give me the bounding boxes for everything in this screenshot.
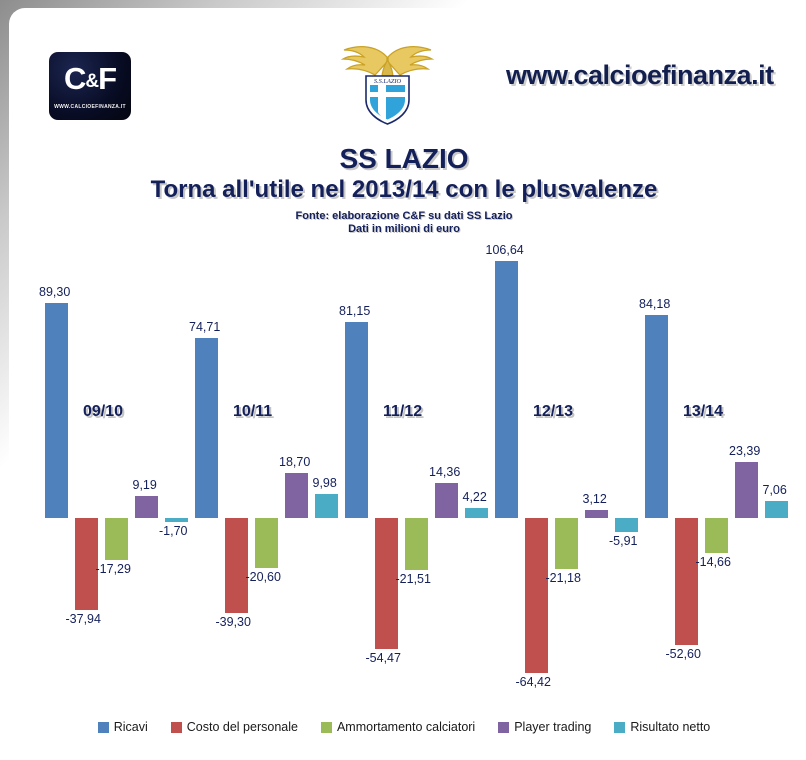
bar-12-13-costo-del-personale[interactable] bbox=[525, 518, 548, 674]
legend-label: Ricavi bbox=[113, 720, 148, 734]
value-label-10-11-player-trading: 18,70 bbox=[279, 454, 311, 469]
value-label-13-14-risultato-netto: 7,06 bbox=[762, 482, 787, 497]
bar-13-14-costo-del-personale[interactable] bbox=[675, 518, 698, 645]
legend-item-costo-del-personale[interactable]: Costo del personale bbox=[170, 720, 298, 734]
bar-10-11-player-trading[interactable] bbox=[285, 472, 308, 518]
bar-11-12-player-trading[interactable] bbox=[435, 483, 458, 518]
legend-swatch-icon bbox=[320, 721, 332, 733]
bar-10-11-ricavi[interactable] bbox=[195, 337, 218, 518]
legend-swatch-icon bbox=[498, 721, 510, 733]
chart-subtitle: Fonte: elaborazione C&F su dati SS Lazio… bbox=[9, 210, 799, 236]
chart-canvas: C&F WWW.CALCIOEFINANZA.IT S.S.LAZIO www.… bbox=[9, 8, 799, 753]
logo-url: WWW.CALCIOEFINANZA.IT bbox=[54, 103, 126, 110]
value-label-10-11-ricavi: 74,71 bbox=[189, 319, 221, 334]
calcioefinanza-logo: C&F WWW.CALCIOEFINANZA.IT bbox=[49, 52, 131, 120]
bar-13-14-ammortamento-calciatori[interactable] bbox=[705, 518, 728, 554]
bar-11-12-costo-del-personale[interactable] bbox=[375, 518, 398, 650]
chart-title-line2: Torna all'utile nel 2013/14 con le plusv… bbox=[150, 176, 658, 203]
legend-item-risultato-netto[interactable]: Risultato netto bbox=[614, 720, 710, 734]
legend-item-player-trading[interactable]: Player trading bbox=[498, 720, 591, 734]
value-label-13-14-ricavi: 84,18 bbox=[639, 296, 671, 311]
bar-12-13-player-trading[interactable] bbox=[585, 510, 608, 518]
bar-09-10-player-trading[interactable] bbox=[135, 495, 158, 518]
chart-units: Dati in milioni di euro bbox=[348, 223, 460, 235]
legend-label: Costo del personale bbox=[186, 720, 298, 734]
chart-source: Fonte: elaborazione C&F su dati SS Lazio bbox=[295, 210, 513, 222]
ss-lazio-crest-icon: S.S.LAZIO bbox=[340, 40, 435, 128]
bar-09-10-ricavi[interactable] bbox=[45, 302, 68, 518]
chart-title-line1: SS LAZIO bbox=[339, 143, 469, 174]
value-label-09-10-player-trading: 9,19 bbox=[132, 477, 157, 492]
season-label-09-10: 09/10 bbox=[83, 403, 124, 420]
value-label-11-12-ricavi: 81,15 bbox=[339, 304, 371, 319]
bar-12-13-ammortamento-calciatori[interactable] bbox=[555, 518, 578, 570]
bar-12-13-risultato-netto[interactable] bbox=[615, 518, 638, 533]
value-label-12-13-ammortamento-calciatori: -21,18 bbox=[545, 571, 581, 586]
bar-13-14-player-trading[interactable] bbox=[735, 461, 758, 518]
season-label-11-12: 11/12 bbox=[383, 403, 423, 420]
bar-13-14-ricavi[interactable] bbox=[645, 314, 668, 518]
season-label-13-14: 13/14 bbox=[683, 403, 724, 420]
value-label-11-12-player-trading: 14,36 bbox=[429, 465, 461, 480]
value-label-12-13-player-trading: 3,12 bbox=[582, 492, 607, 507]
value-label-10-11-ammortamento-calciatori: -20,60 bbox=[245, 569, 281, 584]
legend-label: Risultato netto bbox=[630, 720, 711, 734]
bar-10-11-costo-del-personale[interactable] bbox=[225, 518, 248, 613]
value-label-13-14-costo-del-personale: -52,60 bbox=[665, 646, 701, 661]
value-label-13-14-ammortamento-calciatori: -14,66 bbox=[695, 555, 731, 570]
value-label-09-10-ammortamento-calciatori: -17,29 bbox=[95, 561, 131, 576]
bar-09-10-costo-del-personale[interactable] bbox=[75, 518, 98, 610]
value-label-10-11-risultato-netto: 9,98 bbox=[312, 475, 337, 490]
legend-swatch-icon bbox=[614, 721, 626, 733]
season-label-10-11: 10/11 bbox=[233, 403, 273, 420]
site-url: www.calcioefinanza.it bbox=[506, 60, 774, 90]
value-label-11-12-risultato-netto: 4,22 bbox=[462, 489, 487, 504]
value-label-12-13-risultato-netto: -5,91 bbox=[609, 534, 638, 549]
svg-text:S.S.LAZIO: S.S.LAZIO bbox=[374, 78, 402, 85]
value-label-11-12-ammortamento-calciatori: -21,51 bbox=[395, 571, 431, 586]
bar-11-12-ammortamento-calciatori[interactable] bbox=[405, 518, 428, 570]
bar-11-12-risultato-netto[interactable] bbox=[465, 507, 488, 518]
legend-item-ricavi[interactable]: Ricavi bbox=[97, 720, 148, 734]
bar-09-10-ammortamento-calciatori[interactable] bbox=[105, 518, 128, 560]
bar-09-10-risultato-netto[interactable] bbox=[165, 518, 188, 523]
bar-13-14-risultato-netto[interactable] bbox=[765, 500, 788, 518]
legend-swatch-icon bbox=[97, 721, 109, 733]
bar-11-12-ricavi[interactable] bbox=[345, 322, 368, 518]
bar-10-11-ammortamento-calciatori[interactable] bbox=[255, 518, 278, 568]
value-label-09-10-risultato-netto: -1,70 bbox=[159, 524, 188, 539]
value-label-09-10-costo-del-personale: -37,94 bbox=[65, 611, 101, 626]
season-label-12-13: 12/13 bbox=[533, 403, 574, 420]
value-label-12-13-costo-del-personale: -64,42 bbox=[515, 675, 551, 690]
value-label-13-14-player-trading: 23,39 bbox=[729, 443, 761, 458]
legend-label: Ammortamento calciatori bbox=[336, 720, 476, 734]
value-label-10-11-costo-del-personale: -39,30 bbox=[215, 614, 251, 629]
legend-item-ammortamento-calciatori[interactable]: Ammortamento calciatori bbox=[320, 720, 476, 734]
value-label-12-13-ricavi: 106,64 bbox=[485, 242, 524, 257]
legend-swatch-icon bbox=[170, 721, 182, 733]
logo-wordmark: C&F bbox=[63, 60, 117, 96]
chart-legend: Ricavi Costo del personale Ammortamento ca… bbox=[9, 714, 799, 740]
bar-10-11-risultato-netto[interactable] bbox=[315, 493, 338, 518]
value-label-09-10-ricavi: 89,30 bbox=[39, 284, 71, 299]
legend-label: Player trading bbox=[514, 720, 592, 734]
plot-area: 89,30 -37,94 -17,29 9,19 -1,70 09/10 74,71 -39,… bbox=[9, 8, 799, 708]
value-label-11-12-costo-del-personale: -54,47 bbox=[365, 651, 401, 666]
bar-12-13-ricavi[interactable] bbox=[495, 260, 518, 518]
